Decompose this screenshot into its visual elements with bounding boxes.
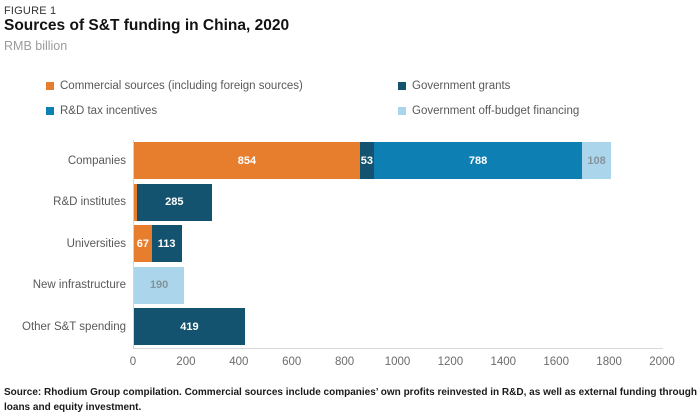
- bar-track: 419: [134, 308, 663, 346]
- category-label: New infrastructure: [32, 279, 126, 292]
- chart-title: Sources of S&T funding in China, 2020: [4, 17, 290, 34]
- x-tick-label: 1800: [596, 356, 622, 368]
- x-tick-label: 600: [282, 356, 302, 368]
- x-tick-label: 1600: [543, 356, 569, 368]
- legend-swatch-icon: [398, 107, 406, 115]
- source-note: Source: Rhodium Group compilation. Comme…: [4, 387, 697, 413]
- bar-track: 854 53 788 108: [134, 142, 663, 180]
- legend-label: Government grants: [412, 80, 511, 92]
- plot-area: Companies 854 53 788 108 R&D institutes 285 Uni…: [22, 140, 663, 349]
- x-tick-label: 0: [129, 356, 137, 368]
- x-tick-label: 400: [229, 356, 249, 368]
- bar-track: 190: [134, 266, 663, 304]
- bar-row: Other S&T spending 419: [22, 306, 663, 348]
- x-axis: 0 200 400 600 800 1000 1200 1400 1600 1800 2000: [129, 352, 675, 370]
- figure-label: FIGURE 1: [4, 5, 57, 17]
- bar-segment: 67: [134, 225, 152, 263]
- legend-label: R&D tax incentives: [60, 105, 158, 117]
- bar-row: R&D institutes 285: [53, 182, 663, 224]
- x-tick-label: 1400: [490, 356, 517, 368]
- bar-row: New infrastructure 190: [33, 265, 663, 307]
- bar-track: 285: [134, 183, 663, 221]
- bar-segment: [134, 183, 137, 221]
- legend-item: Government grants: [398, 80, 579, 92]
- x-tick-label: 2000: [649, 356, 675, 368]
- category-label: R&D institutes: [53, 196, 126, 209]
- legend-swatch-icon: [46, 107, 54, 115]
- x-tick-label: 200: [176, 356, 196, 368]
- category-label: Other S&T spending: [22, 320, 126, 333]
- bar-track: 67 113: [134, 225, 663, 263]
- bar-row: Companies 854 53 788 108: [68, 140, 663, 182]
- legend-item: Government off-budget financing: [398, 105, 579, 117]
- category-label: Companies: [67, 154, 126, 167]
- x-tick-label: 1200: [437, 356, 464, 368]
- bar-segment: 788: [373, 142, 583, 180]
- bar-segment: 113: [151, 225, 182, 263]
- legend: Commercial sources (including foreign so…: [46, 80, 579, 117]
- bar-segment: 190: [134, 266, 185, 304]
- bar-segment: 419: [134, 308, 245, 346]
- bar-segment: 285: [136, 183, 213, 221]
- x-tick-label: 800: [335, 356, 355, 368]
- chart-subtitle: RMB billion: [4, 39, 68, 53]
- bar-segment: 108: [582, 142, 611, 180]
- legend-item: Commercial sources (including foreign so…: [46, 80, 398, 92]
- bar-segment: 854: [134, 142, 360, 180]
- legend-label: Commercial sources (including foreign so…: [60, 80, 303, 92]
- x-tick-label: 1000: [384, 356, 411, 368]
- legend-swatch-icon: [398, 82, 406, 90]
- bar-row: Universities 67 113: [67, 223, 663, 265]
- legend-label: Government off-budget financing: [412, 105, 580, 117]
- category-label: Universities: [66, 237, 126, 250]
- bar-segment: 53: [359, 142, 374, 180]
- legend-item: R&D tax incentives: [46, 105, 398, 117]
- legend-swatch-icon: [46, 82, 54, 90]
